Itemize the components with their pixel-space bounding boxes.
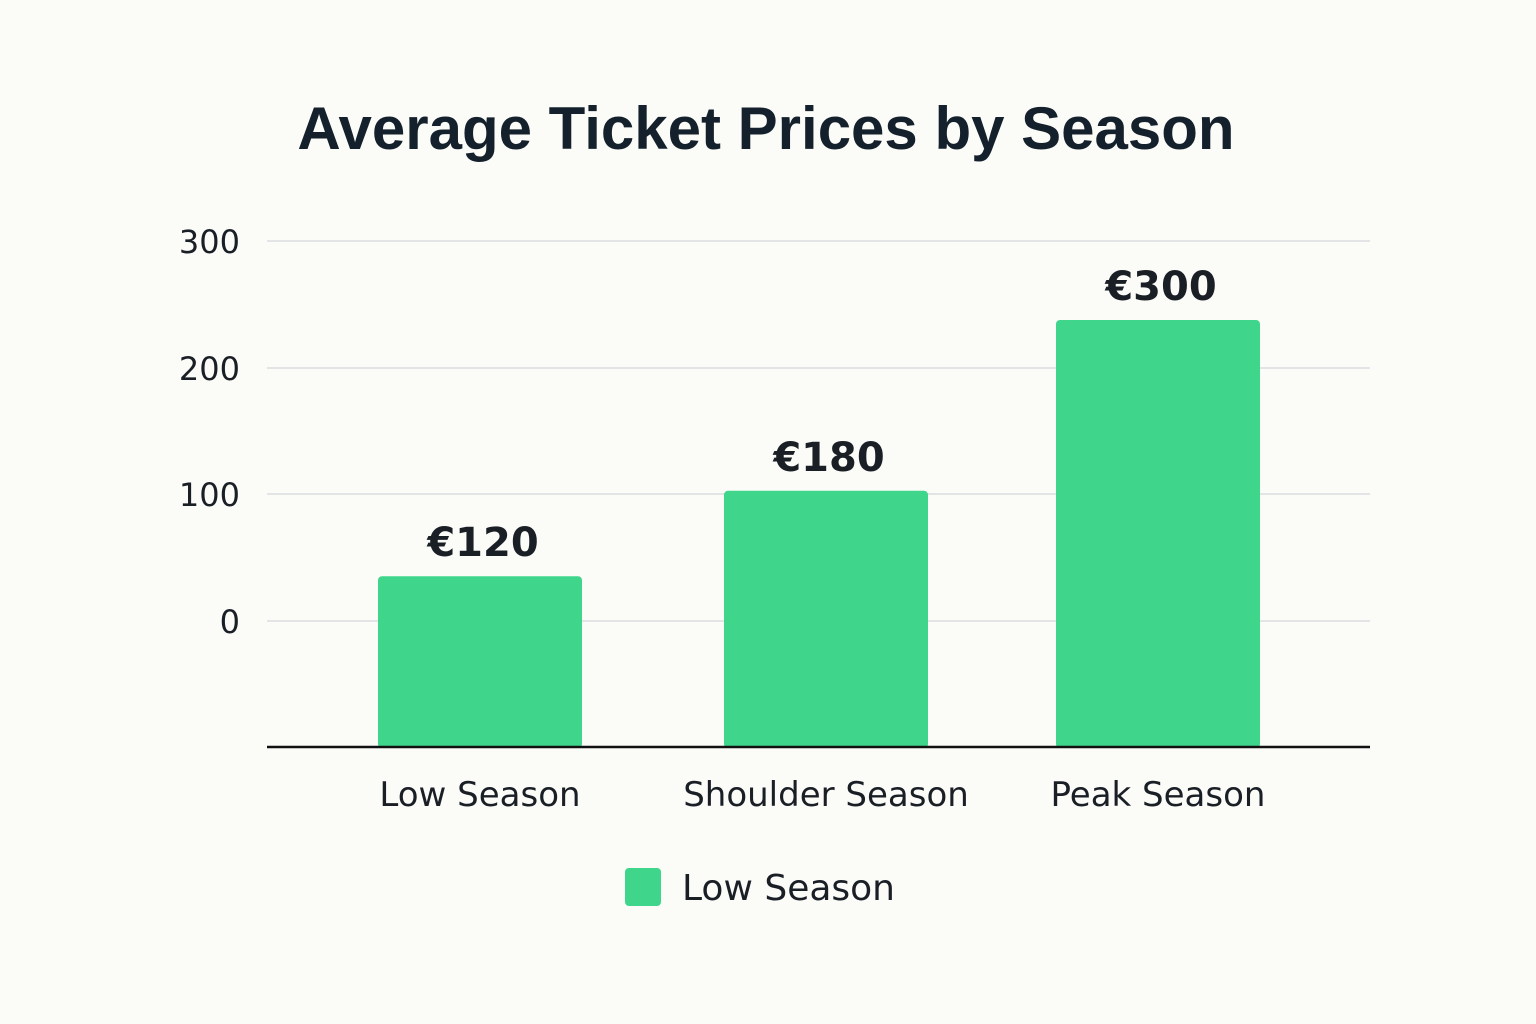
bars bbox=[378, 320, 1260, 748]
legend-label: Low Season bbox=[682, 868, 895, 909]
legend: Low Season bbox=[625, 868, 895, 909]
legend-swatch bbox=[625, 868, 661, 906]
y-axis-ticks: 300 200 100 0 bbox=[179, 223, 240, 641]
bar bbox=[378, 576, 582, 748]
bar bbox=[1056, 320, 1260, 748]
y-tick-label: 0 bbox=[220, 603, 240, 641]
x-tick-label: Low Season bbox=[379, 775, 580, 815]
y-tick-label: 300 bbox=[179, 223, 240, 261]
y-tick-label: 200 bbox=[179, 350, 240, 388]
data-label: €300 bbox=[1104, 264, 1216, 310]
data-label: €120 bbox=[426, 520, 538, 566]
data-label: €180 bbox=[772, 435, 884, 481]
x-tick-label: Shoulder Season bbox=[683, 775, 969, 815]
x-axis-ticks: Low Season Shoulder Season Peak Season bbox=[379, 775, 1265, 815]
data-labels: €120 €180 €300 bbox=[426, 264, 1216, 566]
bar bbox=[724, 490, 928, 748]
x-tick-label: Peak Season bbox=[1051, 775, 1266, 815]
chart-title: Average Ticket Prices by Season bbox=[297, 95, 1234, 162]
y-tick-label: 100 bbox=[179, 476, 240, 514]
